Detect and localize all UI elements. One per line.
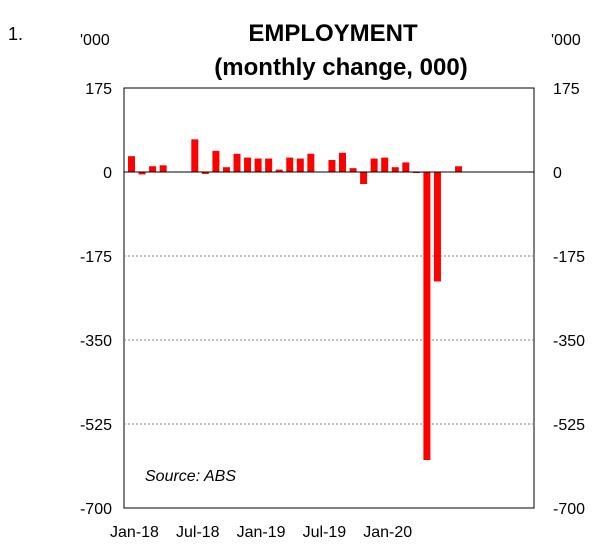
bar-Feb-18 [138, 172, 146, 175]
bar-Aug-20 [455, 166, 463, 172]
bar-Jan-18 [128, 156, 135, 172]
bar-Sep-19 [339, 152, 346, 172]
chart-title: EMPLOYMENT [248, 20, 418, 47]
axis-ticks: 175 175 0 0 -175 -175 -350 -350 -525 -525 -700 -700… [80, 81, 585, 541]
source-note: Source: ABS [145, 468, 236, 485]
bar-Jan-19 [254, 158, 262, 172]
right-y-tick-label: -175 [553, 249, 585, 266]
left-y-tick-label: -700 [80, 501, 112, 518]
bar-Aug-18 [201, 172, 209, 174]
figure-number: 1. [8, 24, 23, 44]
left-y-tick-label: -350 [80, 333, 112, 350]
left-y-tick-label: 0 [103, 165, 112, 182]
bar-Jan-20 [381, 157, 389, 172]
bar-Apr-18 [159, 165, 167, 172]
bar-Jun-20 [433, 172, 441, 282]
gridlines [124, 255, 534, 425]
bars [128, 139, 463, 460]
bar-Sep-18 [212, 150, 220, 172]
chart-subtitle: (monthly change, 000) [214, 54, 467, 81]
left-y-tick-label: -175 [80, 249, 112, 266]
x-tick-label: Jul-19 [303, 524, 347, 541]
bar-Dec-19 [370, 158, 378, 172]
right-y-tick-label: -525 [553, 417, 585, 434]
bar-Nov-19 [360, 172, 368, 184]
x-tick-label: Jul-18 [176, 524, 220, 541]
x-tick-label: Jan-19 [237, 524, 286, 541]
right-y-tick-label: -700 [553, 501, 585, 518]
plot-area [123, 87, 535, 509]
bar-Oct-19 [349, 168, 357, 172]
bar-May-20 [423, 172, 431, 460]
right-y-tick-label: 175 [553, 81, 580, 98]
bar-Nov-18 [233, 153, 241, 172]
right-unit-label: '000 [551, 32, 581, 49]
bar-Feb-20 [391, 167, 399, 172]
right-y-tick-label: -350 [553, 333, 585, 350]
bar-Dec-18 [244, 157, 252, 172]
bar-Mar-19 [275, 169, 283, 172]
bar-Jun-19 [307, 153, 315, 172]
left-unit-label: '000 [80, 32, 110, 49]
bar-Mar-20 [402, 162, 410, 172]
left-y-tick-label: -525 [80, 417, 112, 434]
right-y-tick-label: 0 [553, 165, 562, 182]
bar-Jul-18 [191, 139, 199, 172]
left-y-tick-label: 175 [85, 81, 112, 98]
bar-Apr-19 [286, 157, 294, 172]
bar-Mar-18 [149, 166, 157, 172]
bar-Aug-19 [328, 160, 336, 172]
bar-Oct-18 [222, 167, 230, 172]
x-tick-label: Jan-20 [363, 524, 412, 541]
bar-Feb-19 [265, 158, 273, 172]
x-tick-label: Jan-18 [110, 524, 159, 541]
bar-May-19 [296, 158, 304, 172]
